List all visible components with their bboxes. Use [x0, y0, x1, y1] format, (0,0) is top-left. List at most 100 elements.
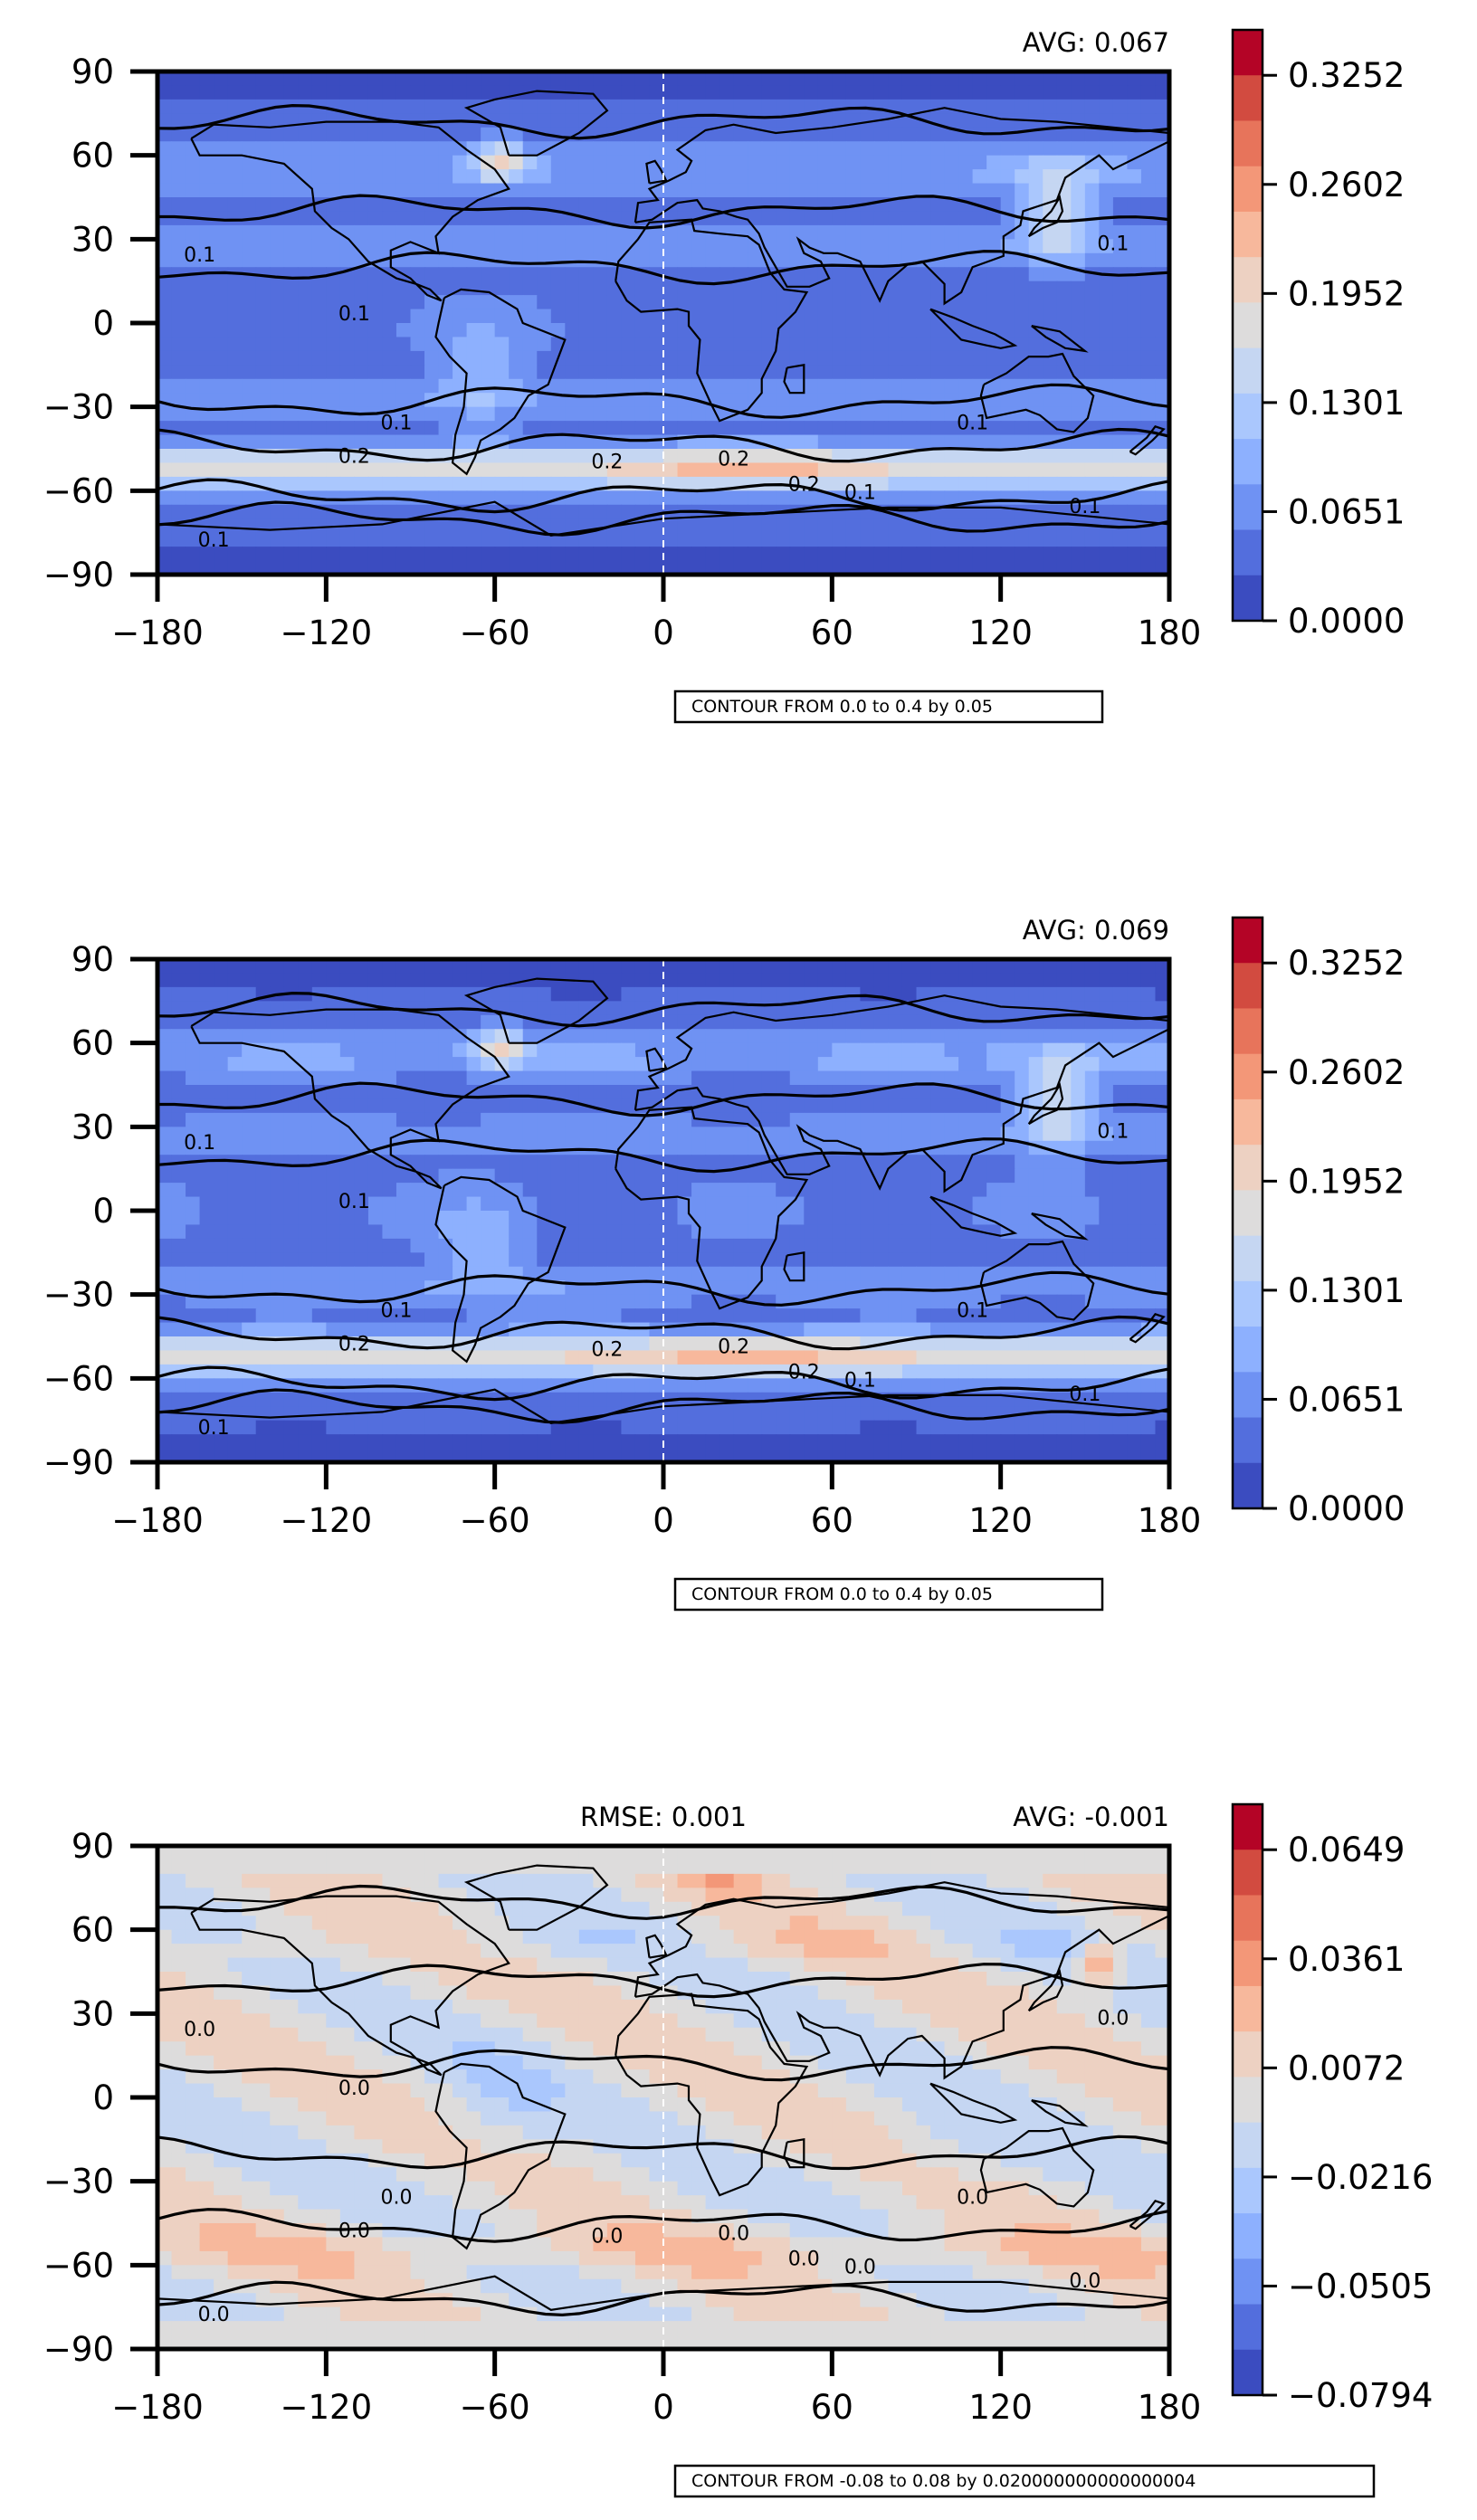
- field-cell: [761, 224, 777, 240]
- field-cell: [1084, 547, 1100, 562]
- field-cell: [311, 239, 327, 254]
- field-cell: [593, 986, 608, 1002]
- field-cell: [1099, 169, 1114, 185]
- field-cell: [410, 959, 425, 975]
- field-cell: [705, 560, 720, 575]
- field-cell: [958, 532, 974, 547]
- field-cell: [593, 973, 608, 988]
- field-cell: [466, 393, 481, 408]
- field-cell: [1015, 350, 1030, 366]
- field-cell: [311, 1098, 327, 1114]
- field-cell: [1043, 1280, 1058, 1296]
- field-cell: [804, 421, 819, 436]
- field-cell: [410, 1294, 425, 1309]
- field-cell: [481, 1364, 496, 1379]
- field-cell: [214, 986, 229, 1002]
- field-cell: [719, 532, 735, 547]
- field-cell: [550, 1266, 566, 1281]
- field-cell: [845, 239, 861, 254]
- field-cell: [466, 85, 481, 100]
- field-cell: [171, 323, 186, 338]
- field-cell: [186, 1112, 201, 1127]
- field-cell: [565, 252, 580, 268]
- field-cell: [916, 309, 931, 324]
- field-cell: [481, 281, 496, 296]
- field-cell: [663, 1112, 679, 1127]
- field-cell: [1084, 532, 1100, 547]
- field-cell: [395, 1336, 412, 1352]
- field-cell: [1127, 973, 1142, 988]
- field-cell: [845, 518, 861, 534]
- field-cell: [1043, 1127, 1058, 1142]
- field-cell: [354, 169, 369, 185]
- field-cell: [1028, 169, 1043, 185]
- field-cell: [270, 281, 285, 296]
- field-cell: [901, 337, 918, 352]
- field-cell: [509, 1001, 524, 1016]
- field-cell: [1015, 365, 1030, 380]
- field-cell: [227, 421, 243, 436]
- field-cell: [817, 1183, 833, 1198]
- field-cell: [804, 1029, 819, 1044]
- field-cell: [901, 560, 918, 575]
- field-cell: [214, 295, 229, 310]
- field-cell: [621, 434, 636, 450]
- field-cell: [1071, 1057, 1086, 1072]
- field-cell: [705, 71, 720, 87]
- field-cell: [845, 1308, 861, 1324]
- field-cell: [621, 211, 636, 226]
- field-cell: [733, 532, 748, 547]
- field-cell: [171, 560, 186, 575]
- field-cell: [930, 1252, 946, 1268]
- field-cell: [691, 1112, 707, 1127]
- field-cell: [832, 127, 847, 142]
- field-cell: [1071, 239, 1086, 254]
- field-cell: [171, 1211, 186, 1226]
- field-cell: [326, 560, 341, 575]
- field-cell: [789, 421, 805, 436]
- field-cell: [214, 1252, 229, 1268]
- field-cell: [930, 1211, 946, 1226]
- field-cell: [522, 309, 538, 324]
- field-cell: [1112, 1057, 1129, 1072]
- field-cell: [242, 532, 257, 547]
- field-cell: [424, 476, 440, 491]
- field-cell: [621, 281, 636, 296]
- field-cell: [242, 959, 257, 975]
- field-cell: [677, 959, 692, 975]
- field-cell: [157, 434, 173, 450]
- field-cell: [901, 323, 918, 338]
- field-cell: [761, 127, 777, 142]
- field-cell: [1056, 1155, 1072, 1170]
- x-tick-label: 0: [653, 613, 674, 652]
- field-cell: [606, 959, 623, 975]
- field-cell: [748, 1168, 763, 1184]
- field-cell: [1015, 141, 1030, 157]
- field-cell: [410, 1364, 425, 1379]
- field-cell: [1140, 449, 1157, 464]
- contour-label: 0.2: [338, 445, 370, 468]
- field-cell: [1140, 1238, 1157, 1253]
- field-cell: [354, 1280, 369, 1296]
- field-cell: [171, 434, 186, 450]
- field-cell: [1071, 434, 1086, 450]
- field-cell: [901, 183, 918, 198]
- field-cell: [1056, 1029, 1072, 1044]
- field-cell: [354, 1112, 369, 1127]
- field-cell: [227, 1378, 243, 1393]
- field-cell: [916, 1029, 931, 1044]
- field-cell: [565, 1322, 580, 1337]
- field-cell: [326, 449, 341, 464]
- field-cell: [860, 1238, 875, 1253]
- field-cell: [1071, 1029, 1086, 1044]
- field-cell: [395, 1211, 412, 1226]
- field-cell: [354, 1070, 369, 1086]
- field-cell: [832, 1085, 847, 1100]
- field-cell: [832, 1155, 847, 1170]
- field-cell: [1084, 1322, 1100, 1337]
- field-cell: [199, 169, 214, 185]
- field-cell: [242, 127, 257, 142]
- field-cell: [227, 365, 243, 380]
- field-cell: [395, 1112, 412, 1127]
